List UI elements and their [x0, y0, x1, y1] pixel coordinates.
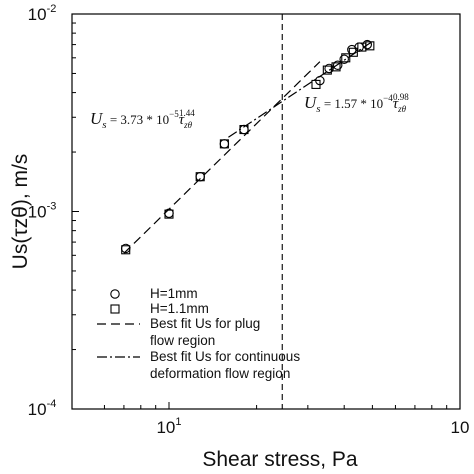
point-circle-8 — [332, 60, 343, 71]
point-square-8 — [331, 62, 341, 72]
point-square-9 — [341, 53, 351, 63]
x-axis-label: Shear stress, Pa — [202, 448, 358, 471]
fit-annotations: Us = 3.73 * 10−5τzθ1.44 Us = 1.57 * 10−4τ… — [90, 92, 409, 131]
legend-entry-1: H=1mm — [110, 286, 198, 301]
point-square-7 — [322, 65, 332, 75]
point-square-12 — [365, 41, 375, 51]
y-tick-label-1: 10-4 — [28, 398, 57, 419]
y-tick-label-2: 10-3 — [28, 201, 57, 222]
point-square-10 — [348, 47, 358, 57]
fit-line-1 — [123, 61, 321, 254]
data-marks — [120, 39, 375, 255]
legend-circle-marker — [110, 289, 120, 299]
point-square-1 — [121, 245, 131, 255]
x-tick-label-2: 10 — [451, 418, 470, 437]
legend-label: Best fit Us for continuous — [150, 349, 300, 364]
point-square-4 — [219, 139, 229, 149]
legend-label: H=1mm — [150, 286, 198, 301]
legend-label: H=1.1mm — [150, 301, 209, 316]
y-tick-label-3: 10-2 — [28, 3, 57, 24]
legend-entry-4: Best fit Us for continuous deformation fl… — [97, 349, 300, 381]
point-circle-9 — [339, 54, 349, 65]
y-axis-label: Us(τzθ), m/s — [9, 154, 32, 270]
axes: 101 10 10-4 10-3 10-2 Shear stress, Pa Us(τzθ)… — [9, 3, 469, 471]
point-circle-12 — [362, 39, 372, 50]
point-square-3 — [195, 172, 205, 182]
legend-entry-2: H=1.1mm — [110, 301, 209, 316]
legend-entry-3: Best fit Us for plug flow region — [97, 316, 260, 348]
point-square-2 — [164, 209, 174, 219]
fit-equation-left: Us = 3.73 * 10−5τzθ1.44 — [90, 108, 195, 131]
legend-label: flow region — [150, 333, 215, 348]
legend-label: deformation flow region — [150, 366, 290, 381]
legend-square-marker — [110, 304, 120, 314]
legend-label: Best fit Us for plug — [150, 316, 260, 331]
point-square-6 — [311, 79, 321, 89]
point-circle-7 — [324, 63, 334, 74]
x-tick-label-1: 101 — [156, 416, 181, 437]
point-square-5 — [239, 124, 249, 135]
fit-equation-right: Us = 1.57 * 10−4τzθ0.98 — [304, 92, 409, 115]
